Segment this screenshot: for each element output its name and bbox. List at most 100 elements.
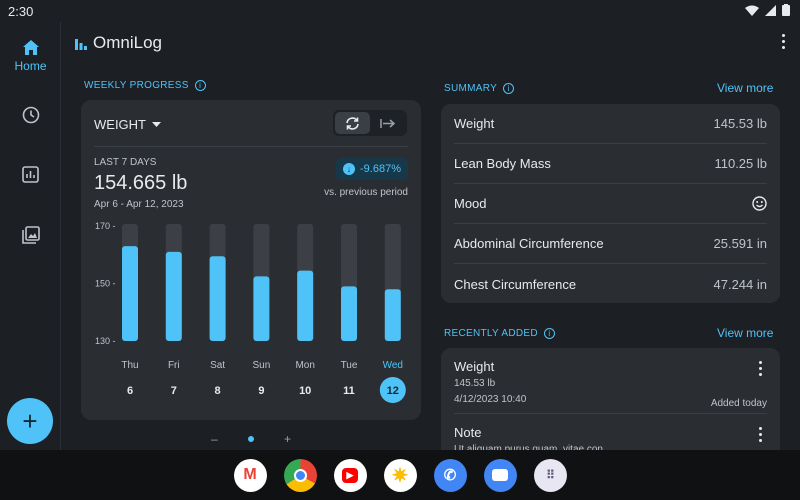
next-page-button[interactable]: + xyxy=(283,432,291,446)
x-tick-label: Sun xyxy=(253,360,271,371)
day-number[interactable]: 12 xyxy=(387,385,399,397)
recently-added-card: Weight 145.53 lb 4/12/2023 10:40 Added t… xyxy=(441,348,780,458)
info-icon[interactable]: i xyxy=(194,80,206,91)
recently-added-label: RECENTLY ADDED xyxy=(444,328,538,339)
period-label: LAST 7 DAYS xyxy=(94,157,157,168)
arrow-down-icon: ↓ xyxy=(343,163,356,175)
summary-row[interactable]: Lean Body Mass 110.25 lb xyxy=(454,144,767,184)
chrome-icon[interactable] xyxy=(283,458,317,492)
day-number[interactable]: 9 xyxy=(258,385,264,397)
bar[interactable] xyxy=(341,286,357,341)
gmail-icon[interactable]: M xyxy=(233,458,267,492)
entry-timestamp: 4/12/2023 10:40 xyxy=(454,394,527,405)
x-tick-label: Sat xyxy=(210,360,225,371)
summary-row[interactable]: Weight 145.53 lb xyxy=(454,104,767,144)
app-title-text: OmniLog xyxy=(93,33,162,52)
bar[interactable] xyxy=(384,289,401,341)
divider xyxy=(454,413,767,414)
nav-gallery[interactable] xyxy=(0,226,61,244)
nav-home-label: Home xyxy=(14,59,47,73)
entry-value: 145.53 lb xyxy=(454,378,496,389)
youtube-icon[interactable]: ▶ xyxy=(333,458,367,492)
summary-label: SUMMARY xyxy=(444,83,498,94)
bar[interactable] xyxy=(209,256,226,341)
date-range: Apr 6 - Apr 12, 2023 xyxy=(94,199,184,210)
y-tick-label: 170 - xyxy=(95,221,116,231)
summary-row-label: Lean Body Mass xyxy=(454,156,551,171)
page-indicator: – + xyxy=(211,432,291,446)
metric-dropdown[interactable]: WEIGHT xyxy=(94,117,161,132)
overflow-menu-icon[interactable] xyxy=(780,34,786,49)
comparison-caption: vs. previous period xyxy=(324,187,408,198)
change-badge: ↓ -9.687% xyxy=(336,158,408,180)
photos-icon[interactable]: ✷ xyxy=(383,458,417,492)
summary-row-label: Abdominal Circumference xyxy=(454,236,604,251)
navigation-rail: Home xyxy=(0,22,61,450)
smiley-icon xyxy=(752,196,767,211)
add-entry-button[interactable]: + xyxy=(7,398,53,444)
x-tick-label: Wed xyxy=(383,360,403,371)
day-number[interactable]: 8 xyxy=(215,385,221,397)
recent-entry[interactable]: Weight 145.53 lb 4/12/2023 10:40 Added t… xyxy=(454,359,767,409)
info-icon[interactable]: i xyxy=(503,83,515,94)
recent-view-more-link[interactable]: View more xyxy=(717,326,774,340)
y-tick-label: 130 - xyxy=(95,336,116,346)
summary-row-value: 25.591 in xyxy=(713,236,768,251)
entry-menu-icon[interactable] xyxy=(757,361,763,376)
messages-icon[interactable] xyxy=(483,458,517,492)
nav-history[interactable] xyxy=(0,106,61,124)
plus-icon: + xyxy=(22,405,38,436)
nav-charts[interactable] xyxy=(0,166,61,183)
change-value: -9.687% xyxy=(360,163,401,175)
entry-added-label: Added today xyxy=(710,398,767,409)
bar[interactable] xyxy=(122,246,138,341)
prev-page-button[interactable]: – xyxy=(211,432,218,446)
summary-card: Weight 145.53 lb Lean Body Mass 110.25 l… xyxy=(441,104,780,303)
bar-chart-icon xyxy=(22,166,39,183)
goal-mode-button[interactable] xyxy=(370,112,405,134)
nav-home[interactable]: Home xyxy=(0,40,61,73)
signal-icon xyxy=(765,4,776,16)
recent-entry[interactable]: Note Ut aliquam purus quam, vitae con xyxy=(454,425,767,455)
info-icon[interactable]: i xyxy=(543,328,555,339)
weekly-progress-card: WEIGHT LAST 7 DAYS 154.665 lb Apr 6 - Ap… xyxy=(81,100,421,420)
day-number[interactable]: 6 xyxy=(127,385,133,397)
bar[interactable] xyxy=(297,270,314,341)
weekly-progress-label: WEEKLY PROGRESS xyxy=(84,80,189,91)
summary-row-value: 110.25 lb xyxy=(714,156,767,171)
summary-row-value: 47.244 in xyxy=(713,276,768,292)
clock-icon xyxy=(22,106,39,124)
summary-row-label: Chest Circumference xyxy=(454,276,577,292)
battery-icon xyxy=(782,4,790,16)
y-tick-label: 150 - xyxy=(95,279,116,289)
divider xyxy=(94,146,408,147)
status-bar: 2:30 xyxy=(0,0,800,22)
recently-added-heading: RECENTLY ADDED i xyxy=(444,328,555,339)
summary-row[interactable]: Abdominal Circumference 25.591 in xyxy=(454,224,767,264)
day-number[interactable]: 7 xyxy=(171,385,177,397)
weekly-progress-heading: WEEKLY PROGRESS i xyxy=(84,80,206,91)
gallery-icon xyxy=(21,226,40,244)
refresh-mode-button[interactable] xyxy=(335,112,370,134)
phone-icon[interactable]: ✆ xyxy=(433,458,467,492)
x-tick-label: Fri xyxy=(168,360,180,371)
summary-row[interactable]: Mood xyxy=(454,184,767,224)
day-number[interactable]: 10 xyxy=(299,385,311,397)
bar[interactable] xyxy=(165,251,182,341)
view-mode-toggle xyxy=(333,110,407,136)
x-tick-label: Mon xyxy=(295,360,314,371)
app-drawer-icon[interactable]: ⠿ xyxy=(533,458,567,492)
average-value: 154.665 lb xyxy=(94,172,188,194)
day-number[interactable]: 11 xyxy=(343,385,355,397)
summary-row-label: Weight xyxy=(454,116,495,131)
arrow-to-end-icon xyxy=(379,118,395,128)
dropdown-arrow-icon xyxy=(152,122,161,127)
app-title: OmniLog xyxy=(75,33,162,53)
entry-menu-icon[interactable] xyxy=(757,427,763,442)
x-tick-label: Tue xyxy=(341,360,358,371)
bar[interactable] xyxy=(253,276,270,341)
weight-bar-chart: 170 - 150 - 130 - Thu 6 Fri 7 Sat 8 Sun 9 Mon 10 Tue 1… xyxy=(95,221,406,403)
app-logo-icon xyxy=(75,39,87,50)
summary-view-more-link[interactable]: View more xyxy=(717,81,774,95)
summary-row[interactable]: Chest Circumference 47.244 in xyxy=(454,264,767,304)
